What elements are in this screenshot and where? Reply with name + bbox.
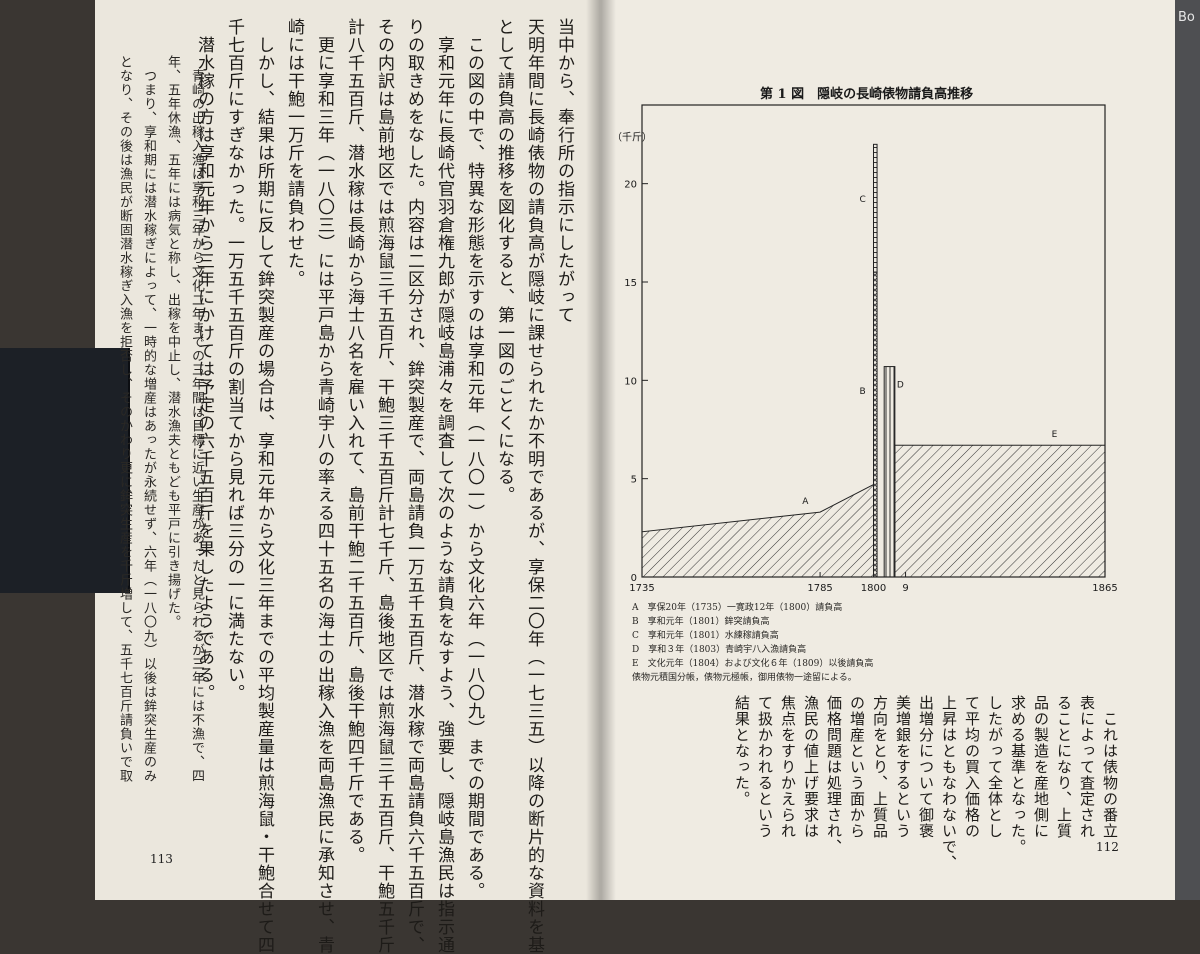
body-column: その内訳は島前地区では煎海鼠三千五百斤、干鮑三千五百斤計七千斤、島後地区では煎海… [374, 18, 394, 954]
y-tick-label: 0 [631, 573, 637, 584]
left-page-number: 113 [150, 852, 173, 866]
caption-line: D 享和３年（1803）青崎宇八入漁請負高 [632, 645, 807, 655]
body-column: これは俵物の番立 [1101, 695, 1119, 839]
series-label-a: A [802, 497, 809, 507]
series-e-area [894, 444, 1106, 578]
figure-title: 第 1 図 隠岐の長崎俵物請負高推移 [760, 87, 974, 102]
body-column: として請負高の推移を図化すると、第一図のごとくになる。 [494, 18, 514, 504]
left-page [95, 0, 600, 900]
body-column: 享和元年に長崎代官羽倉権九郎が隠岐島浦々を調査して次のような請負をなすよう、強要… [434, 18, 454, 954]
body-column: て扱かわれるという [756, 695, 774, 839]
body-column: 更に享和三年（一八〇三）には平戸島から青崎宇八の率える四十五名の海士の出稼入漁を… [314, 18, 334, 954]
x-tick-label: 1785 [807, 583, 832, 594]
caption-line: E 文化元年（1804）および文化６年（1809）以後請負高 [632, 659, 874, 669]
body-column: 崎には干鮑一万斤を請負わせた。 [284, 18, 304, 288]
series-label-b: B [860, 387, 866, 397]
body-column: 求める基準となった。 [1009, 695, 1027, 855]
series-b-column [873, 271, 878, 578]
note-column: 年、五年休漁、五年には病気と称し、出稼を中止し、潜水漁夫ともども平戸に引き揚げた… [165, 55, 180, 629]
body-column: 価格問題は処理され、 [825, 695, 843, 855]
series-label-c: C [860, 195, 866, 205]
note-column: 青崎の出稼入漁は享和三年から文化二年までの三年間は目標に近い生産があったと見られ… [189, 55, 204, 783]
series-d-column [883, 366, 896, 578]
series-label-d: D [897, 381, 904, 391]
note-column: つまり、享和期には潜水稼ぎによって、一時的な増産はあったが永続せず、六年（一八〇… [141, 55, 156, 783]
body-column: 潜水稼の方は享和元年から三年にかけては予定の六千五百斤を果したようである。 [194, 18, 214, 702]
dark-book-block [0, 348, 130, 593]
right-page-number: 112 [1096, 840, 1119, 854]
book-gutter [586, 0, 616, 900]
x-tick-label: 1735 [629, 583, 654, 594]
body-column: 千七百斤にすぎなかった。一万五千五百斤の割当てから見れば三分の一に満たない。 [224, 18, 244, 702]
body-column: 計八千五百斤、潜水稼は長崎から海士八名を雇い入れて、島前干鮑二千五百斤、島後干鮑… [344, 18, 364, 864]
y-axis-label: （千斤） [612, 131, 652, 143]
body-column: 当中から、奉行所の指示にしたがって [554, 18, 574, 324]
note-column: となり、その後は漁民が断固潜水稼ぎ入漁を拒否し、そのかわり更に鉾突生産を千斤増し… [117, 55, 132, 783]
body-column: ることになり、上質 [1055, 695, 1073, 839]
stacked-area-chart: A B C D E 0 5 10 15 20 （千斤） 1735 1785 1800 9 1865 [612, 104, 1118, 594]
body-column: この図の中で、特異な形態を示すのは享和元年（一八〇一）から文化六年（一八〇九）ま… [464, 18, 484, 900]
y-tick-label: 15 [624, 278, 637, 289]
series-c-column [873, 143, 878, 273]
series-label-e: E [1052, 430, 1058, 440]
body-column: 天明年間に長崎俵物の請負高が隠岐に課せられたか不明であるが、享保二〇年（一七三五… [524, 18, 544, 954]
caption-line: 俵物元積国分帳，俵物元極帳，御用俵物一途留による。 [632, 673, 857, 683]
body-column: 方向をとり、上質品 [871, 695, 889, 839]
body-column: したがって全体とし [986, 695, 1004, 839]
x-tick-label: 1865 [1092, 583, 1117, 594]
caption-line: B 享和元年（1801）鉾突請負高 [632, 617, 770, 627]
caption-line: A 享保20年（1735）一寛政12年（1800）請負高 [632, 603, 843, 613]
body-column: 焦点をすりかえられ [779, 695, 797, 839]
body-column: の増産という面から [848, 695, 866, 839]
body-column: りの取きめをなした。内容は二区分され、鉾突製産で、両島請負一万五千五百斤、潜水稼… [404, 18, 424, 954]
body-column: 表によって査定され [1078, 695, 1096, 839]
body-column: 漁民の値上げ要求は [802, 695, 820, 839]
edge-tab-text: Bo [1178, 10, 1195, 25]
body-column: 上昇はともなわないで、 [940, 695, 958, 871]
body-column: 結果となった。 [733, 695, 751, 807]
y-tick-label: 10 [624, 376, 637, 387]
edge-tab [1175, 0, 1200, 900]
caption-line: C 享和元年（1801）水練稼請負高 [632, 631, 779, 641]
x-tick-label: 9 [902, 583, 908, 594]
body-column: 美増銀をするという [894, 695, 912, 839]
body-column: 品の製造を産地側に [1032, 695, 1050, 839]
body-column: 出増分について御褒 [917, 695, 935, 839]
body-column: しかし、結果は所期に反して鉾突製産の場合は、享和元年から文化三年までの平均製産量… [254, 18, 274, 954]
series-a-area [641, 483, 874, 578]
y-tick-label: 20 [624, 180, 637, 191]
y-tick-label: 5 [631, 475, 637, 486]
body-column: て平均の買入価格の [963, 695, 981, 839]
x-tick-label: 1800 [861, 583, 886, 594]
